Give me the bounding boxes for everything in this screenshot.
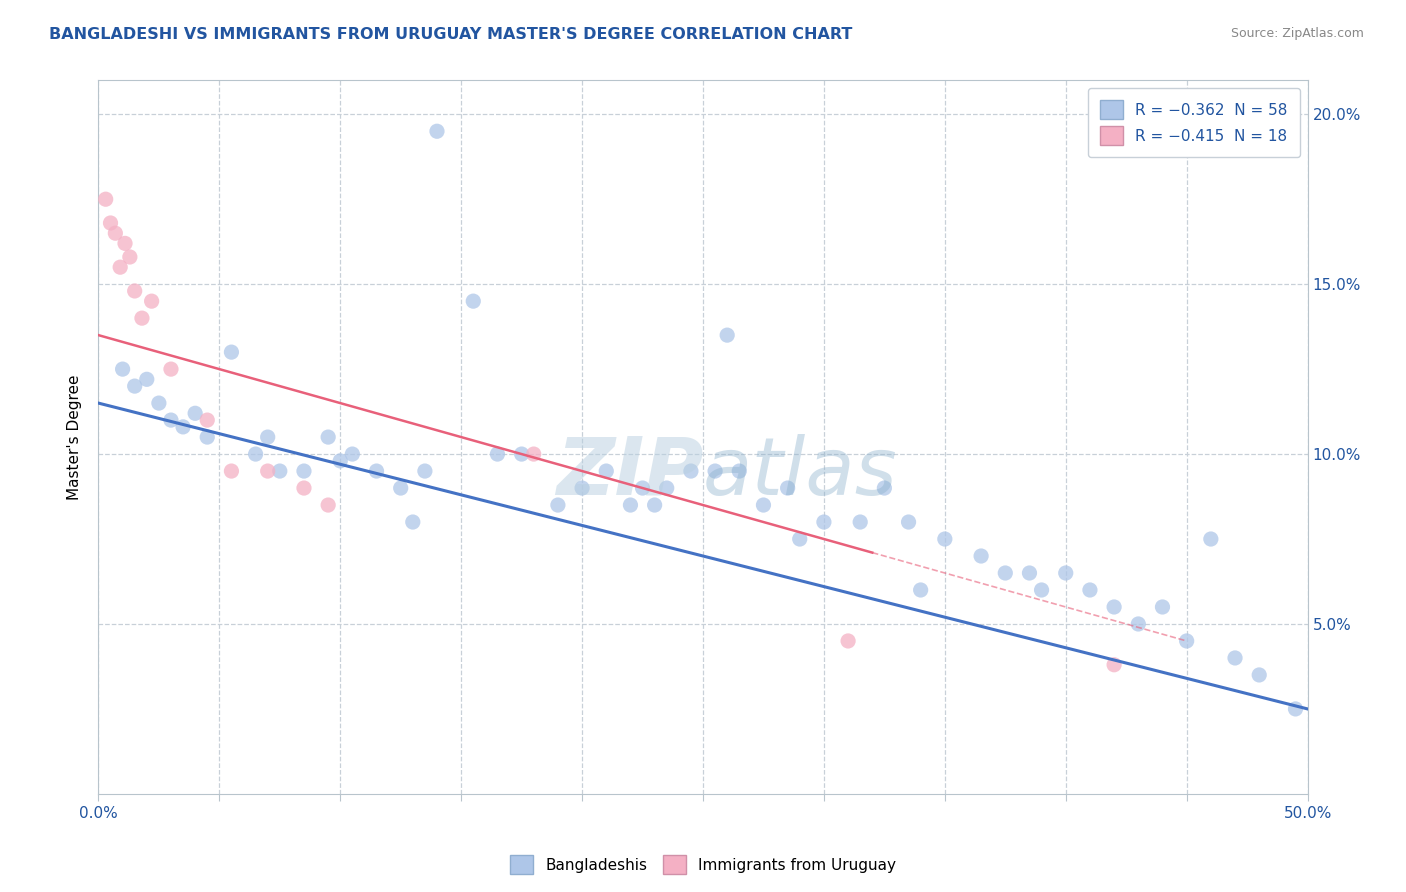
Point <box>1102 657 1125 672</box>
Point <box>195 413 218 427</box>
Point <box>897 515 920 529</box>
Point <box>316 498 339 512</box>
Point <box>644 498 666 512</box>
Point <box>329 454 352 468</box>
Y-axis label: Master's Degree: Master's Degree <box>67 375 83 500</box>
Point <box>994 566 1017 580</box>
Point <box>463 294 485 309</box>
Point <box>910 582 932 597</box>
Point <box>1078 582 1101 597</box>
Point <box>141 294 163 309</box>
Point <box>1018 566 1040 580</box>
Point <box>389 481 412 495</box>
Point <box>184 406 207 420</box>
Point <box>172 420 194 434</box>
Text: Source: ZipAtlas.com: Source: ZipAtlas.com <box>1230 27 1364 40</box>
Point <box>1031 582 1053 597</box>
Point <box>837 634 859 648</box>
Point <box>124 284 146 298</box>
Legend: R = −0.362  N = 58, R = −0.415  N = 18: R = −0.362 N = 58, R = −0.415 N = 18 <box>1088 88 1301 157</box>
Point <box>1152 599 1174 614</box>
Point <box>292 481 315 495</box>
Point <box>221 345 243 359</box>
Point <box>1249 668 1271 682</box>
Point <box>108 260 131 275</box>
Text: atlas: atlas <box>703 434 898 512</box>
Point <box>342 447 364 461</box>
Point <box>1223 651 1246 665</box>
Point <box>1102 599 1125 614</box>
Point <box>849 515 872 529</box>
Point <box>366 464 388 478</box>
Point <box>752 498 775 512</box>
Point <box>114 236 136 251</box>
Point <box>655 481 678 495</box>
Point <box>111 362 134 376</box>
Point <box>221 464 243 478</box>
Point <box>413 464 436 478</box>
Legend: Bangladeshis, Immigrants from Uruguay: Bangladeshis, Immigrants from Uruguay <box>505 849 901 880</box>
Point <box>716 328 738 343</box>
Point <box>160 362 183 376</box>
Point <box>970 549 993 563</box>
Point <box>486 447 509 461</box>
Point <box>728 464 751 478</box>
Point <box>118 250 141 264</box>
Point <box>873 481 896 495</box>
Point <box>104 226 127 240</box>
Point <box>131 311 153 326</box>
Point <box>94 192 117 206</box>
Point <box>256 430 278 444</box>
Point <box>148 396 170 410</box>
Point <box>135 372 157 386</box>
Point <box>195 430 218 444</box>
Text: BANGLADESHI VS IMMIGRANTS FROM URUGUAY MASTER'S DEGREE CORRELATION CHART: BANGLADESHI VS IMMIGRANTS FROM URUGUAY M… <box>49 27 852 42</box>
Point <box>1054 566 1077 580</box>
Point <box>813 515 835 529</box>
Point <box>595 464 617 478</box>
Point <box>631 481 654 495</box>
Point <box>269 464 291 478</box>
Point <box>316 430 339 444</box>
Point <box>402 515 425 529</box>
Point <box>704 464 727 478</box>
Point <box>292 464 315 478</box>
Point <box>100 216 122 230</box>
Point <box>510 447 533 461</box>
Point <box>245 447 267 461</box>
Point <box>256 464 278 478</box>
Point <box>523 447 546 461</box>
Point <box>934 532 956 546</box>
Point <box>160 413 183 427</box>
Point <box>619 498 641 512</box>
Point <box>1175 634 1198 648</box>
Point <box>1199 532 1222 546</box>
Point <box>789 532 811 546</box>
Point <box>679 464 702 478</box>
Text: ZIP: ZIP <box>555 434 703 512</box>
Point <box>776 481 799 495</box>
Point <box>571 481 593 495</box>
Point <box>124 379 146 393</box>
Point <box>547 498 569 512</box>
Point <box>1284 702 1306 716</box>
Point <box>1128 617 1150 632</box>
Point <box>426 124 449 138</box>
